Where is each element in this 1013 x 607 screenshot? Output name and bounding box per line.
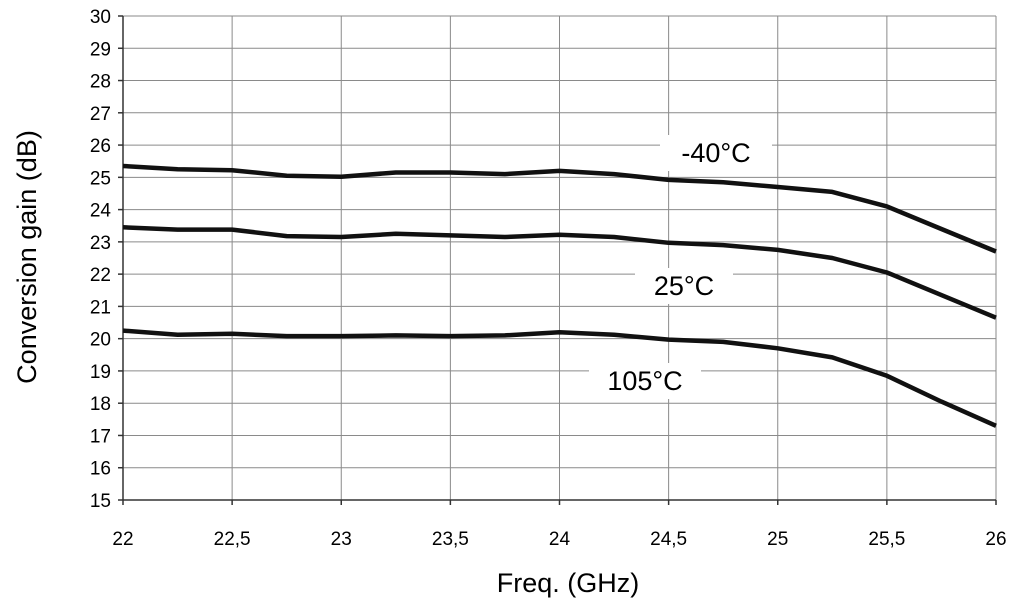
series-line-2 [122, 328, 997, 428]
y-axis-title: Conversion gain (dB) [12, 130, 42, 384]
grid [122, 15, 997, 500]
series-lines [122, 163, 997, 428]
x-tick-label: 25 [767, 529, 788, 550]
y-tick-label: 30 [90, 7, 111, 28]
x-tick-label: 22,5 [214, 529, 251, 550]
y-tick-label: 15 [90, 491, 111, 512]
y-tick-label: 23 [90, 233, 111, 254]
x-axis-title: Freq. (GHz) [497, 568, 640, 598]
series-label-0: -40°C [681, 138, 750, 168]
y-tick-label: 25 [90, 168, 111, 189]
series-label-1: 25°C [654, 271, 714, 301]
x-tick-label: 26 [985, 529, 1006, 550]
y-tick-label: 21 [90, 297, 111, 318]
series-line-0 [122, 163, 997, 254]
y-tick-labels: 15 16 17 18 19 20 21 22 23 24 25 26 27 28 29 30 [90, 7, 112, 512]
y-tick-label: 28 [90, 72, 111, 93]
series-label-background [589, 363, 701, 399]
x-tick-label: 24,5 [650, 529, 687, 550]
y-tick-label: 19 [90, 362, 111, 383]
y-tick-label: 22 [90, 265, 111, 286]
x-tick-labels: 22 22,5 23 23,5 24 24,5 25 25,5 26 [112, 529, 1006, 550]
x-tick-label: 22 [112, 529, 133, 550]
x-tick-label: 25,5 [868, 529, 905, 550]
y-tick-label: 18 [90, 394, 111, 415]
axes [118, 15, 997, 505]
series-labels: -40°C 25°C 105°C [589, 135, 772, 399]
x-tick-label: 23 [331, 529, 352, 550]
y-tick-label: 27 [90, 104, 111, 125]
x-tick-label: 24 [549, 529, 571, 550]
series-label-2: 105°C [607, 366, 682, 396]
y-tick-label: 24 [90, 201, 112, 222]
y-tick-label: 29 [90, 39, 111, 60]
series-label-background [660, 135, 772, 171]
y-tick-label: 26 [90, 136, 111, 157]
y-tick-label: 20 [90, 330, 111, 351]
x-tick-label: 23,5 [432, 529, 469, 550]
y-tick-label: 16 [90, 459, 111, 480]
y-tick-label: 17 [90, 426, 111, 447]
series-line-1 [122, 225, 997, 320]
series-label-background [635, 268, 733, 304]
